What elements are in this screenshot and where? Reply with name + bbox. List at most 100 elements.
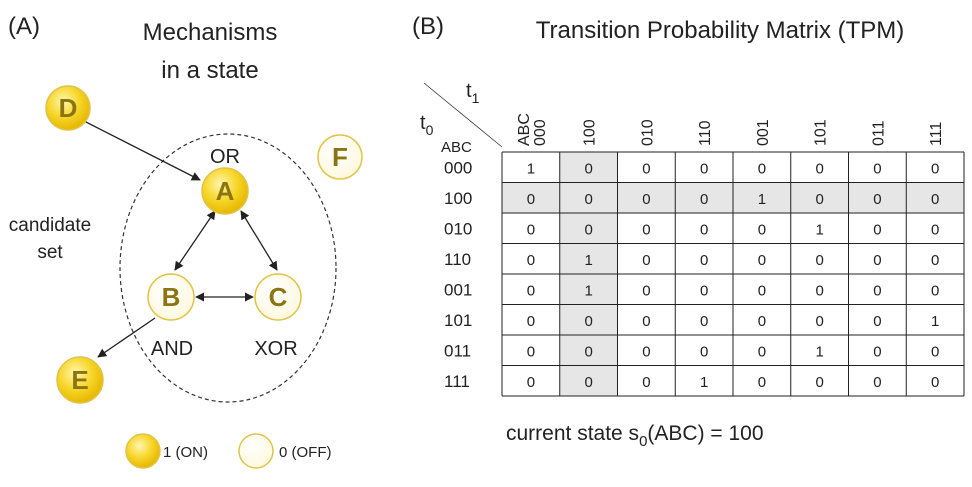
tpm-cell-r2-c0: 0 <box>527 221 535 238</box>
edge-d-to-a <box>83 120 201 181</box>
tpm-cell-r5-c2: 0 <box>642 313 650 330</box>
tpm-cell-r3-c5: 0 <box>815 252 823 269</box>
tpm-cells: 1 0 0 0 0 0 0 0 0 0 0 0 1 0 0 0 0 0 0 0 0 1 0 0 0 1 0 0 0 0 0 0 0 1 0 0 0 0 0 0… <box>527 160 940 391</box>
legend-off-label: 0 (OFF) <box>279 444 332 461</box>
col-header-0-part1: 000 <box>532 119 549 146</box>
col-header-2: 010 <box>639 119 656 146</box>
panel-a-label: (A) <box>8 13 40 40</box>
tpm-cell-r6-c4: 0 <box>758 343 766 360</box>
corner-diagonal <box>423 82 503 148</box>
tpm-cell-r1-c0: 0 <box>527 191 535 208</box>
tpm-cell-r0-c1: 0 <box>584 160 592 177</box>
tpm-cell-r3-c4: 0 <box>758 252 766 269</box>
row-header-010: 010 <box>444 219 472 238</box>
tpm-cell-r2-c4: 0 <box>758 221 766 238</box>
tpm-cell-r0-c5: 0 <box>815 160 823 177</box>
col-header-7: 111 <box>928 122 945 146</box>
tpm-cell-r1-c1: 0 <box>584 191 592 208</box>
col-header-0-part0: ABC <box>516 113 533 146</box>
tpm-cell-r5-c4: 0 <box>758 313 766 330</box>
tpm-cell-r7-c5: 0 <box>815 374 823 391</box>
tpm-cell-r1-c3: 0 <box>700 191 708 208</box>
tpm-cell-r6-c2: 0 <box>642 343 650 360</box>
col-header-6: 011 <box>870 120 887 146</box>
corner-t1: t1 <box>466 80 480 106</box>
col-header-5: 101 <box>813 119 830 146</box>
legend-on-label: 1 (ON) <box>163 444 208 461</box>
legend-off-swatch <box>238 433 274 469</box>
tpm-cell-r1-c7: 0 <box>931 191 939 208</box>
tpm-cell-r4-c1: 1 <box>584 282 592 299</box>
node-c: C XOR <box>254 273 302 360</box>
candidate-set-label-line1: candidate <box>9 215 91 236</box>
tpm-cell-r2-c6: 0 <box>873 221 881 238</box>
node-c-gate-label: XOR <box>254 338 297 360</box>
tpm-cell-r3-c6: 0 <box>873 252 881 269</box>
row-header-001: 001 <box>444 280 472 299</box>
tpm-cell-r4-c0: 0 <box>527 282 535 299</box>
col-header-1: 100 <box>582 119 599 146</box>
legend-on-swatch <box>125 433 161 469</box>
row-header-100: 100 <box>444 189 472 208</box>
corner-abc: ABC <box>441 139 472 156</box>
tpm-cell-r4-c6: 0 <box>873 282 881 299</box>
tpm-cell-r4-c7: 0 <box>931 282 939 299</box>
tpm-cell-r6-c3: 0 <box>700 343 708 360</box>
tpm-cell-r6-c0: 0 <box>527 343 535 360</box>
tpm-cell-r0-c3: 0 <box>700 160 708 177</box>
tpm-cell-r5-c5: 0 <box>815 313 823 330</box>
tpm-cell-r0-c2: 0 <box>642 160 650 177</box>
node-f-letter: F <box>332 142 348 172</box>
node-d: D <box>45 85 91 131</box>
tpm-col-headers: ABC 000 100 010 110 001 101 011 111 <box>516 113 945 146</box>
candidate-set-ellipse <box>119 133 337 403</box>
legend: 1 (ON) 0 (OFF) <box>125 433 332 469</box>
tpm-cell-r6-c1: 0 <box>584 343 592 360</box>
tpm-row-headers: 000 100 010 110 001 101 011 111 <box>444 158 472 391</box>
current-state-label: current state s0(ABC) = 100 <box>506 422 764 450</box>
tpm-cell-r1-c2: 0 <box>642 191 650 208</box>
panel-b-title: Transition Probability Matrix (TPM) <box>536 17 905 44</box>
tpm-cell-r6-c6: 0 <box>873 343 881 360</box>
panel-b: (B) Transition Probability Matrix (TPM) … <box>412 13 965 450</box>
tpm-cell-r5-c0: 0 <box>527 313 535 330</box>
panel-a: (A) Mechanisms in a state candidate set … <box>8 13 363 469</box>
row-header-000: 000 <box>444 158 472 177</box>
tpm-cell-r7-c4: 0 <box>758 374 766 391</box>
tpm-cell-r6-c7: 0 <box>931 343 939 360</box>
tpm-cell-r2-c5: 1 <box>815 221 823 238</box>
node-a-letter: A <box>216 176 235 206</box>
tpm-cell-r7-c0: 0 <box>527 374 535 391</box>
tpm-cell-r3-c7: 0 <box>931 252 939 269</box>
candidate-set-label-line2: set <box>37 242 63 263</box>
tpm-cell-r2-c2: 0 <box>642 221 650 238</box>
tpm-cell-r0-c7: 0 <box>931 160 939 177</box>
tpm-grid <box>501 151 965 397</box>
node-a-gate-label: OR <box>210 146 240 168</box>
tpm-cell-r7-c7: 0 <box>931 374 939 391</box>
tpm-cell-r1-c6: 0 <box>873 191 881 208</box>
node-c-letter: C <box>269 282 288 312</box>
tpm-cell-r3-c0: 0 <box>527 252 535 269</box>
row-header-110: 110 <box>444 250 471 269</box>
row-header-111: 111 <box>444 372 470 391</box>
panel-b-label: (B) <box>412 13 444 40</box>
tpm-cell-r7-c6: 0 <box>873 374 881 391</box>
tpm-cell-r6-c5: 1 <box>815 343 823 360</box>
tpm-cell-r2-c7: 0 <box>931 221 939 238</box>
panel-a-title-line1: Mechanisms <box>143 19 278 46</box>
edge-b-to-e <box>97 317 156 358</box>
node-d-letter: D <box>59 93 78 123</box>
tpm-cell-r3-c1: 1 <box>584 252 592 269</box>
node-f: F <box>317 134 363 180</box>
node-e: E <box>56 356 104 404</box>
row-header-011: 011 <box>444 341 471 360</box>
tpm-cell-r0-c0: 1 <box>527 160 535 177</box>
tpm-cell-r7-c1: 0 <box>584 374 592 391</box>
tpm-cell-r0-c4: 0 <box>758 160 766 177</box>
node-e-letter: E <box>71 365 88 395</box>
row-header-101: 101 <box>444 311 472 330</box>
tpm-cell-r5-c7: 1 <box>931 313 939 330</box>
tpm-cell-r5-c1: 0 <box>584 313 592 330</box>
